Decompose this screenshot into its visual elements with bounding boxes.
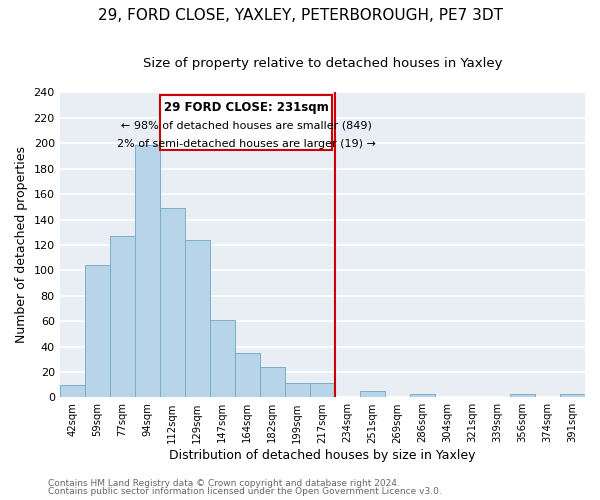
Bar — [85, 265, 110, 398]
Bar — [560, 394, 585, 398]
Text: 29 FORD CLOSE: 231sqm: 29 FORD CLOSE: 231sqm — [164, 101, 328, 114]
Bar — [235, 353, 260, 398]
Bar — [185, 240, 210, 398]
Y-axis label: Number of detached properties: Number of detached properties — [15, 146, 28, 344]
Bar — [160, 208, 185, 398]
Text: Contains HM Land Registry data © Crown copyright and database right 2024.: Contains HM Land Registry data © Crown c… — [48, 478, 400, 488]
X-axis label: Distribution of detached houses by size in Yaxley: Distribution of detached houses by size … — [169, 450, 476, 462]
Title: Size of property relative to detached houses in Yaxley: Size of property relative to detached ho… — [143, 58, 502, 70]
Bar — [210, 320, 235, 398]
Bar — [360, 391, 385, 398]
Bar — [310, 384, 335, 398]
Text: 29, FORD CLOSE, YAXLEY, PETERBOROUGH, PE7 3DT: 29, FORD CLOSE, YAXLEY, PETERBOROUGH, PE… — [97, 8, 503, 22]
FancyBboxPatch shape — [160, 95, 332, 150]
Bar — [110, 236, 135, 398]
Bar — [59, 384, 85, 398]
Bar — [510, 394, 535, 398]
Bar — [260, 367, 285, 398]
Bar — [285, 384, 310, 398]
Bar — [135, 144, 160, 398]
Text: Contains public sector information licensed under the Open Government Licence v3: Contains public sector information licen… — [48, 487, 442, 496]
Text: 2% of semi-detached houses are larger (19) →: 2% of semi-detached houses are larger (1… — [116, 139, 376, 149]
Text: ← 98% of detached houses are smaller (849): ← 98% of detached houses are smaller (84… — [121, 121, 371, 131]
Bar — [410, 394, 435, 398]
